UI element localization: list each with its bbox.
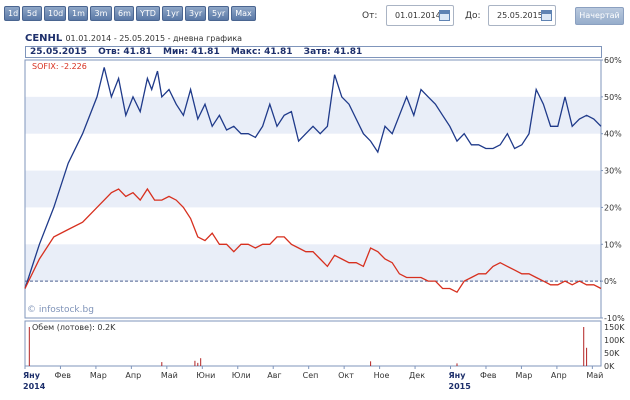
year-label: 2014 (23, 382, 46, 391)
volume-label: Обем (лотове): 0.2K (32, 323, 116, 332)
x-tick-label: Авг (267, 371, 281, 380)
volume-plot-frame (24, 320, 602, 367)
range-button-6m[interactable]: 6m (114, 6, 134, 21)
ohlc-info-bar: 25.05.2015 Отв: 41.81 Мин: 41.81 Макс: 4… (25, 46, 602, 58)
grid-band (25, 244, 601, 282)
range-button-3yr[interactable]: 3yr (185, 6, 206, 21)
to-label: До: (465, 11, 481, 21)
chart-subtitle: 01.01.2014 - 25.05.2015 - дневна графика (65, 34, 243, 43)
y-tick-label: 0% (604, 277, 617, 286)
x-tick-label: Юни (196, 371, 215, 380)
x-tick-label: Яну (23, 371, 41, 380)
x-tick-label: Юли (232, 371, 251, 380)
series-line-sofix (24, 187, 602, 294)
to-date-field[interactable]: 25.05.2015 (488, 5, 556, 26)
y-tick-label: 10% (604, 240, 622, 249)
main-plot-frame (24, 59, 602, 319)
close-label: Затв: (303, 47, 331, 57)
open-value: 41.81 (123, 47, 152, 57)
range-button-ytd[interactable]: YTD (136, 6, 160, 21)
range-button-group: 1d 5d 10d 1m 3m 6m YTD 1yr 3yr 5yr Max (4, 6, 258, 21)
volume-tick-label: 100K (604, 336, 625, 345)
volume-tick-label: 50K (604, 349, 620, 358)
x-tick-label: Ное (374, 371, 390, 380)
calendar-icon[interactable] (541, 10, 552, 21)
open-label: Отв: (98, 47, 121, 57)
x-tick-label: Май (586, 371, 603, 380)
range-button-1m[interactable]: 1m (68, 6, 88, 21)
y-tick-label: 30% (604, 167, 622, 176)
from-date-value: 01.01.2014 (395, 11, 441, 20)
from-date-field[interactable]: 01.01.2014 (386, 5, 454, 26)
chart-bands (25, 96, 601, 282)
series-layer (24, 67, 602, 294)
range-button-5yr[interactable]: 5yr (208, 6, 229, 21)
x-axis: Яну Фев Мар Апр Май Юни Юли Авг Сеп Окт Ное Дек Яну Ф… (23, 366, 603, 391)
volume-axis: 150K 100K 50K 0K (604, 323, 625, 371)
x-tick-label: Мар (90, 371, 107, 380)
range-button-1yr[interactable]: 1yr (162, 6, 183, 21)
range-button-5d[interactable]: 5d (22, 6, 42, 21)
volume-tick-label: 150K (604, 323, 625, 332)
low-value: 41.81 (191, 47, 220, 57)
high-value: 41.81 (264, 47, 293, 57)
y-tick-label: 40% (604, 130, 622, 139)
range-button-3m[interactable]: 3m (90, 6, 112, 21)
x-tick-label: Фев (480, 371, 497, 380)
range-button-1d[interactable]: 1d (4, 6, 20, 21)
y-tick-label: 20% (604, 203, 622, 212)
x-tick-label: Май (161, 371, 178, 380)
high-label: Макс: (230, 47, 261, 57)
grid-band (25, 96, 601, 134)
to-date-value: 25.05.2015 (497, 11, 543, 20)
x-tick-label: Сеп (303, 371, 319, 380)
range-button-max[interactable]: Max (231, 6, 256, 21)
calendar-icon[interactable] (439, 10, 450, 21)
x-tick-label: Яну (449, 371, 467, 380)
grid-band (25, 170, 601, 208)
sofix-legend: SOFIX: -2.226 (32, 62, 87, 71)
close-value: 41.81 (333, 47, 363, 57)
x-tick-label: Апр (551, 371, 567, 380)
series-line-cenhl (24, 67, 602, 289)
info-date: 25.05.2015 (30, 47, 87, 57)
volume-tick-label: 0K (604, 362, 615, 371)
range-button-10d[interactable]: 10d (44, 6, 66, 21)
y-tick-label: 50% (604, 93, 622, 102)
x-tick-label: Дек (409, 371, 425, 380)
x-tick-label: Апр (125, 371, 141, 380)
ticker-symbol: CENHL (25, 33, 63, 44)
x-tick-label: Мар (515, 371, 532, 380)
draw-button[interactable]: Начертай (575, 7, 624, 25)
chart-title: CENHL 01.01.2014 - 25.05.2015 - дневна г… (25, 33, 242, 44)
y-tick-label: 60% (604, 56, 622, 65)
watermark: © infostock.bg (27, 305, 94, 315)
y-tick-label: -10% (604, 314, 625, 323)
from-label: От: (362, 11, 378, 21)
y-axis: 60% 50% 40% 30% 20% 10% 0% -10% (601, 56, 625, 323)
year-label: 2015 (449, 382, 472, 391)
toolbar: 1d 5d 10d 1m 3m 6m YTD 1yr 3yr 5yr Max От: 01.01.2… (0, 0, 630, 32)
volume-bars (28, 327, 588, 366)
x-tick-label: Окт (338, 371, 354, 380)
low-label: Мин: (163, 47, 189, 57)
x-tick-label: Фев (54, 371, 71, 380)
